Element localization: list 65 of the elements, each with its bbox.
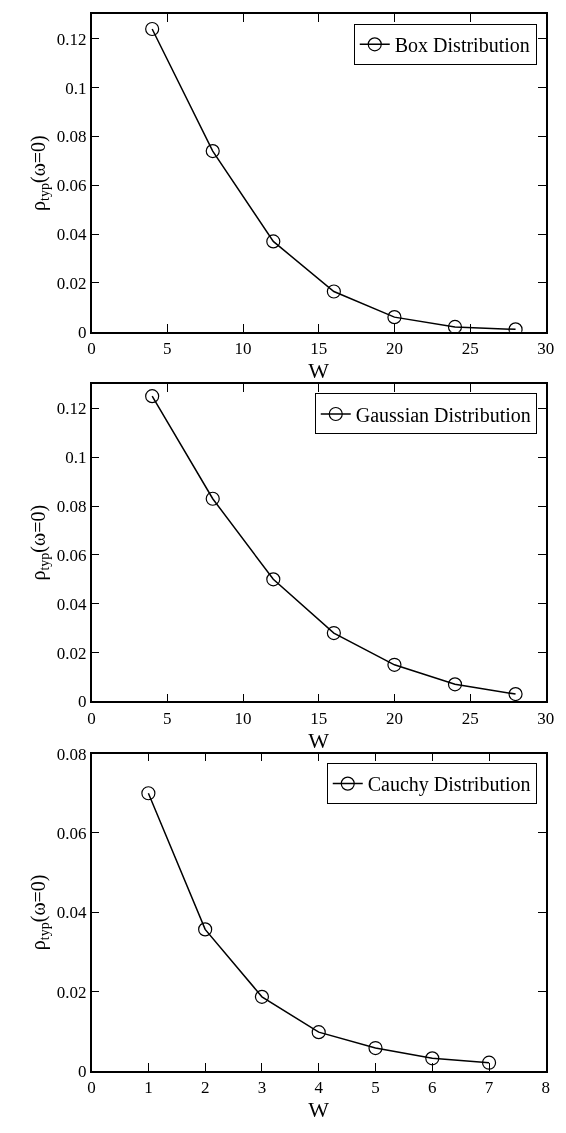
x-tick-label: 1 xyxy=(144,1078,153,1098)
y-tick-label: 0.06 xyxy=(56,823,87,843)
x-axis-title: W xyxy=(308,727,330,753)
point xyxy=(254,989,270,1004)
point xyxy=(425,1051,440,1066)
y-tick-label: 0 xyxy=(77,322,87,342)
x-tick-label: 10 xyxy=(234,708,252,728)
legend-label: Cauchy Distribution xyxy=(367,773,531,797)
y-tick-label: 0.04 xyxy=(56,225,87,245)
point xyxy=(508,686,523,702)
point xyxy=(205,491,220,506)
x-axis-title: W xyxy=(308,357,330,383)
y-tick-label: 0.08 xyxy=(56,497,87,517)
point xyxy=(145,21,160,37)
x-tick-label: 30 xyxy=(537,708,555,728)
x-tick-label: 8 xyxy=(541,1078,551,1098)
x-tick-label: 25 xyxy=(461,338,479,358)
x-tick-label: 30 xyxy=(537,338,555,358)
point xyxy=(387,310,402,325)
y-tick-label: 0.06 xyxy=(56,545,87,565)
y-tick-label: 0.08 xyxy=(56,744,87,764)
x-tick-label: 6 xyxy=(428,1078,437,1098)
y-tick-label: 0.1 xyxy=(65,78,87,98)
x-tick-label: 4 xyxy=(314,1078,324,1098)
legend-label: Box Distribution xyxy=(394,34,530,57)
x-tick-label: 7 xyxy=(484,1078,494,1098)
y-tick-label: 0.02 xyxy=(56,273,87,293)
y-tick-label: 0.02 xyxy=(56,982,87,1002)
point xyxy=(368,1040,383,1056)
x-tick-label: 20 xyxy=(385,708,403,728)
x-tick-label: 15 xyxy=(310,708,328,728)
point xyxy=(326,284,341,299)
y-tick-label: 0.08 xyxy=(56,127,87,147)
point xyxy=(387,657,402,672)
x-tick-label: 25 xyxy=(461,708,479,728)
y-tick-label: 0.04 xyxy=(56,903,87,923)
y-tick-label: 0.06 xyxy=(56,176,87,196)
x-tick-label: 2 xyxy=(200,1078,210,1098)
y-tick-label: 0.12 xyxy=(56,399,87,419)
y-tick-label: 0 xyxy=(77,1062,87,1081)
y-tick-label: 0 xyxy=(77,692,87,712)
x-tick-label: 15 xyxy=(310,338,328,358)
point xyxy=(311,1025,326,1040)
point xyxy=(205,143,220,159)
x-tick-label: 5 xyxy=(163,708,172,728)
x-tick-label: 10 xyxy=(234,338,252,358)
x-tick-label: 20 xyxy=(385,338,403,358)
x-axis-title: W xyxy=(308,1097,330,1123)
y-tick-label: 0.12 xyxy=(56,29,87,49)
point xyxy=(447,319,463,332)
y-tick-label: 0.02 xyxy=(56,643,87,663)
point xyxy=(266,572,281,587)
x-tick-label: 3 xyxy=(257,1078,267,1098)
point xyxy=(145,389,160,404)
point xyxy=(266,234,281,249)
point xyxy=(447,677,463,692)
point xyxy=(141,786,156,801)
legend-label: Gaussian Distribution xyxy=(355,403,531,426)
x-tick-label: 5 xyxy=(163,338,172,358)
point xyxy=(198,922,213,937)
y-tick-label: 0.04 xyxy=(56,594,87,614)
x-tick-label: 5 xyxy=(371,1078,380,1098)
point xyxy=(481,1055,497,1070)
y-tick-label: 0.1 xyxy=(65,448,87,468)
point xyxy=(326,625,341,641)
